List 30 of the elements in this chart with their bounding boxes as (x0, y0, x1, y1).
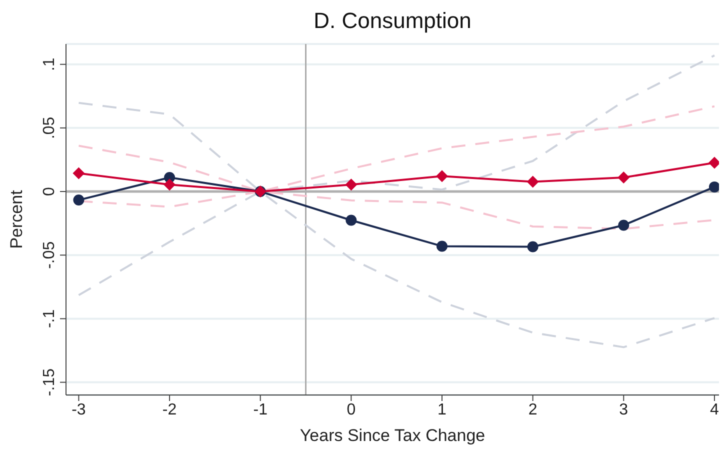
y-tick-label: -.15 (41, 368, 58, 396)
y-tick-label: .1 (41, 58, 58, 72)
point (618, 220, 630, 231)
x-tick-label: 4 (710, 401, 720, 418)
x-tick-label: -3 (72, 401, 86, 418)
point (708, 156, 719, 169)
x-tick-label: -2 (162, 401, 177, 418)
point (436, 170, 448, 182)
point (345, 178, 358, 191)
x-tick-label: 2 (528, 401, 538, 418)
x-axis-title: Years Since Tax Change (300, 426, 486, 445)
y-tick-label: .05 (41, 116, 58, 140)
point (72, 167, 85, 180)
point (618, 172, 630, 184)
x-tick-label: -1 (253, 401, 268, 418)
point (527, 241, 538, 252)
point (73, 194, 84, 206)
point (346, 214, 357, 226)
y-tick-label: 0 (41, 186, 58, 196)
x-tick-label: 0 (346, 401, 356, 418)
x-tick-label: 3 (619, 401, 628, 418)
point (164, 178, 176, 191)
point (708, 181, 719, 192)
y-axis-title: Percent (7, 190, 26, 249)
point (436, 240, 448, 252)
x-tick-label: 1 (438, 401, 447, 418)
y-tick-label: -.05 (41, 241, 58, 269)
point (526, 176, 539, 188)
y-tick-label: -.1 (41, 309, 58, 328)
chart-title: D. Consumption (312, 8, 472, 35)
